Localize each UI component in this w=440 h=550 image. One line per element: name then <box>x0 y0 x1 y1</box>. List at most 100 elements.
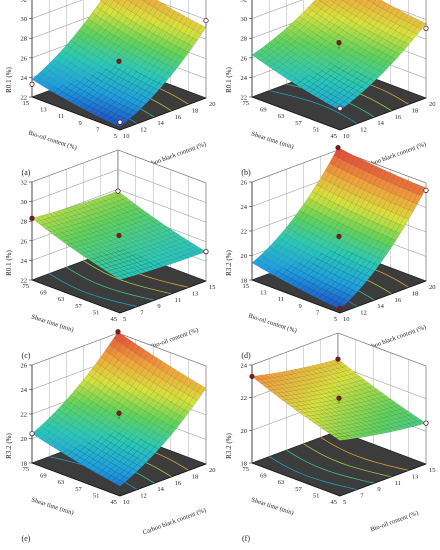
surface-patch <box>373 205 383 216</box>
surface-patch <box>140 402 150 412</box>
surface-patch <box>303 246 314 255</box>
surface-patch <box>58 236 68 242</box>
surface-patch <box>131 223 141 229</box>
x-tick-label: 15 <box>429 467 436 474</box>
surface-patch <box>118 32 128 41</box>
surface-patch <box>330 419 340 424</box>
z-tick-label: 20 <box>241 253 248 260</box>
y-tick-label: 7 <box>316 309 320 316</box>
surface-patch <box>153 393 163 403</box>
surface-patch <box>58 446 68 454</box>
surface-patch <box>171 412 181 422</box>
surface-patch <box>354 0 357 1</box>
y-tick-label: 9 <box>299 303 302 310</box>
surface-patch <box>83 43 93 52</box>
x-tick-label: 11 <box>175 297 181 304</box>
surface-patch <box>286 221 296 230</box>
surface-patch <box>381 180 392 191</box>
surface-patch <box>333 363 343 369</box>
surface-patch <box>356 265 366 274</box>
surface-patch <box>157 223 167 229</box>
surface-patch <box>317 294 327 301</box>
z-tick-label: 28 <box>241 36 248 43</box>
surface-patch <box>96 35 106 44</box>
y-tick-label: 51 <box>313 492 320 499</box>
surface-patch <box>145 266 155 271</box>
surface-patch <box>119 457 129 465</box>
surface-patch <box>264 42 274 50</box>
surface-patch <box>326 81 336 89</box>
surface-patch <box>404 423 414 428</box>
surface-patch <box>44 222 55 228</box>
y-tick-label: 45 <box>111 316 118 323</box>
y-tick-label: 57 <box>75 486 82 493</box>
surface-patch <box>92 56 102 65</box>
surface-patch <box>127 448 138 456</box>
surface-patch <box>377 216 388 227</box>
front-frame <box>251 279 427 314</box>
x-tick-label: 10 <box>343 133 350 140</box>
surface-patch <box>351 51 362 59</box>
surface-patch <box>386 407 396 412</box>
surface-patch <box>140 45 150 54</box>
surface-patch <box>299 46 309 54</box>
surface-patch <box>157 2 167 13</box>
y-tick-label: 57 <box>295 120 302 127</box>
surface-patch <box>321 263 331 271</box>
surface-patch <box>367 0 370 2</box>
surface-patch <box>92 208 102 214</box>
surface-patch <box>153 434 164 443</box>
surface-patch <box>110 458 120 466</box>
surface-patch <box>113 195 123 202</box>
surface-patch <box>122 207 132 213</box>
surface-patch <box>317 57 327 65</box>
front-frame <box>31 462 207 497</box>
surface-patch <box>179 237 189 243</box>
surface-patch <box>115 271 125 276</box>
surface-patch <box>326 279 336 287</box>
surface-patch <box>188 251 198 257</box>
surface-patch <box>149 252 159 258</box>
surface-patch <box>277 232 287 241</box>
surface-patch <box>122 197 132 203</box>
surface-patch <box>273 237 283 245</box>
panel-label: (b) <box>241 168 251 177</box>
surface-patch <box>321 224 331 233</box>
surface-patch <box>330 288 340 296</box>
surface-patch <box>139 215 150 221</box>
surface-patch <box>326 93 336 101</box>
surface-patch <box>127 90 138 98</box>
y-tick-label: 69 <box>40 473 47 480</box>
surface-patch <box>166 426 177 435</box>
front-frame <box>31 279 207 314</box>
surface-patch <box>308 277 318 285</box>
design-point <box>29 431 35 437</box>
wall-grid-line <box>251 332 427 367</box>
surface-patch <box>101 393 111 403</box>
surface-patch <box>321 409 331 414</box>
surface-patch <box>161 372 172 383</box>
surface-patch <box>166 401 176 411</box>
surface-patch <box>117 199 128 205</box>
surface-patch <box>299 376 309 381</box>
surface-patch <box>373 63 384 71</box>
surface-patch <box>123 269 134 274</box>
surface-patch <box>374 257 384 266</box>
surface-patch <box>110 477 121 484</box>
surface-patch <box>373 426 384 431</box>
surface-patch <box>97 112 107 119</box>
surface-patch <box>157 404 168 414</box>
x-tick-label: 5 <box>123 316 126 323</box>
surface-patch <box>264 48 274 56</box>
surface-patch <box>364 412 375 418</box>
surface-patch <box>88 465 99 472</box>
y-tick-label: 45 <box>331 133 338 140</box>
y-tick-label: 15 <box>243 283 250 290</box>
surface-patch <box>144 55 155 64</box>
surface-patch <box>36 78 46 86</box>
surface-patch <box>122 8 132 19</box>
surface-patch <box>343 420 353 426</box>
y-tick-label: 7 <box>96 126 100 133</box>
surface-patch <box>92 64 102 72</box>
x-axis-label: Bio-oil content (%) <box>370 510 420 534</box>
